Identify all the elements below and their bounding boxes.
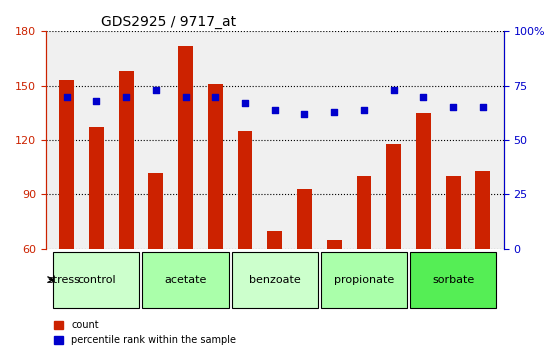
Point (241, 100, 250, 106)
Bar (386, 144, 401, 354)
Point (181, 94, 190, 99)
Bar (416, 113, 431, 354)
Point (360, 107, 368, 113)
FancyBboxPatch shape (321, 252, 407, 308)
Bar (475, 171, 490, 354)
Bar (148, 173, 164, 354)
Point (151, 87, 160, 93)
Bar (89, 127, 104, 354)
FancyBboxPatch shape (53, 252, 139, 308)
Point (330, 109, 339, 115)
Bar (237, 131, 253, 354)
FancyBboxPatch shape (142, 252, 228, 308)
Bar (267, 230, 282, 354)
Text: propionate: propionate (334, 275, 394, 285)
Text: benzoate: benzoate (249, 275, 301, 285)
Text: control: control (77, 275, 116, 285)
Point (419, 94, 428, 99)
Point (449, 104, 458, 110)
Bar (119, 71, 133, 354)
FancyBboxPatch shape (410, 252, 496, 308)
Bar (446, 176, 460, 354)
Bar (178, 46, 193, 354)
Bar (357, 176, 371, 354)
Legend: count, percentile rank within the sample: count, percentile rank within the sample (50, 316, 240, 349)
Point (122, 94, 130, 99)
Bar (327, 240, 342, 354)
Bar (59, 80, 74, 354)
Text: acetate: acetate (165, 275, 207, 285)
Text: GDS2925 / 9717_at: GDS2925 / 9717_at (101, 15, 236, 29)
Point (478, 104, 487, 110)
Bar (208, 84, 223, 354)
Point (270, 107, 279, 113)
Text: sorbate: sorbate (432, 275, 474, 285)
FancyBboxPatch shape (232, 252, 318, 308)
Text: stress: stress (48, 275, 80, 285)
Point (389, 87, 398, 93)
Point (300, 111, 309, 117)
Point (211, 94, 220, 99)
Point (92, 98, 101, 104)
Point (62, 94, 71, 99)
Bar (297, 189, 312, 354)
